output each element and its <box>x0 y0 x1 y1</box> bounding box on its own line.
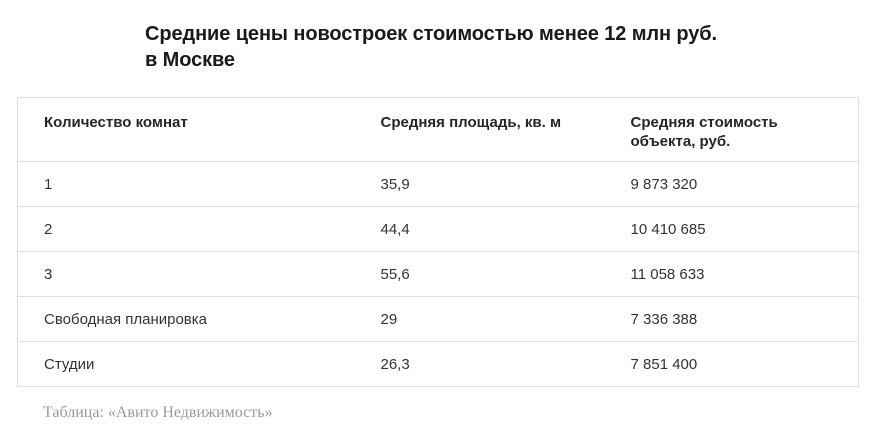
cell-area: 26,3 <box>354 341 605 387</box>
table-row: Студии 26,3 7 851 400 <box>17 341 859 387</box>
cell-price: 7 336 388 <box>604 296 859 342</box>
data-table-container: Количество комнат Средняя площадь, кв. м… <box>17 97 859 387</box>
column-header-price: Средняя стоимость объекта, руб. <box>630 114 778 150</box>
cell-price: 7 851 400 <box>604 341 859 387</box>
table-row: 3 55,6 11 058 633 <box>17 251 859 297</box>
cell-area: 44,4 <box>354 206 605 252</box>
cell-area: 29 <box>354 296 605 342</box>
table-row: 1 35,9 9 873 320 <box>17 161 859 207</box>
chart-title: Средние цены новостроек стоимостью менее… <box>145 21 785 73</box>
chart-title-line1: Средние цены новостроек стоимостью менее… <box>145 23 718 45</box>
data-table: Количество комнат Средняя площадь, кв. м… <box>17 97 859 387</box>
table-row: 2 44,4 10 410 685 <box>17 206 859 252</box>
cell-rooms: Студии <box>17 341 355 387</box>
source-caption: Таблица: «Авито Недвижимость» <box>43 404 273 421</box>
cell-price: 9 873 320 <box>604 161 859 207</box>
column-header-rooms: Количество комнат <box>44 114 188 131</box>
cell-rooms: 2 <box>17 206 355 252</box>
cell-rooms: Свободная планировка <box>17 296 355 342</box>
cell-area: 35,9 <box>354 161 605 207</box>
cell-price: 11 058 633 <box>604 251 859 297</box>
cell-rooms: 3 <box>17 251 355 297</box>
column-header-area: Средняя площадь, кв. м <box>380 114 562 131</box>
table-row: Свободная планировка 29 7 336 388 <box>17 296 859 342</box>
cell-price: 10 410 685 <box>604 206 859 252</box>
cell-area: 55,6 <box>354 251 605 297</box>
cell-rooms: 1 <box>17 161 355 207</box>
table-header-row: Количество комнат Средняя площадь, кв. м… <box>18 98 859 162</box>
chart-title-line2: в Москве <box>145 49 235 71</box>
